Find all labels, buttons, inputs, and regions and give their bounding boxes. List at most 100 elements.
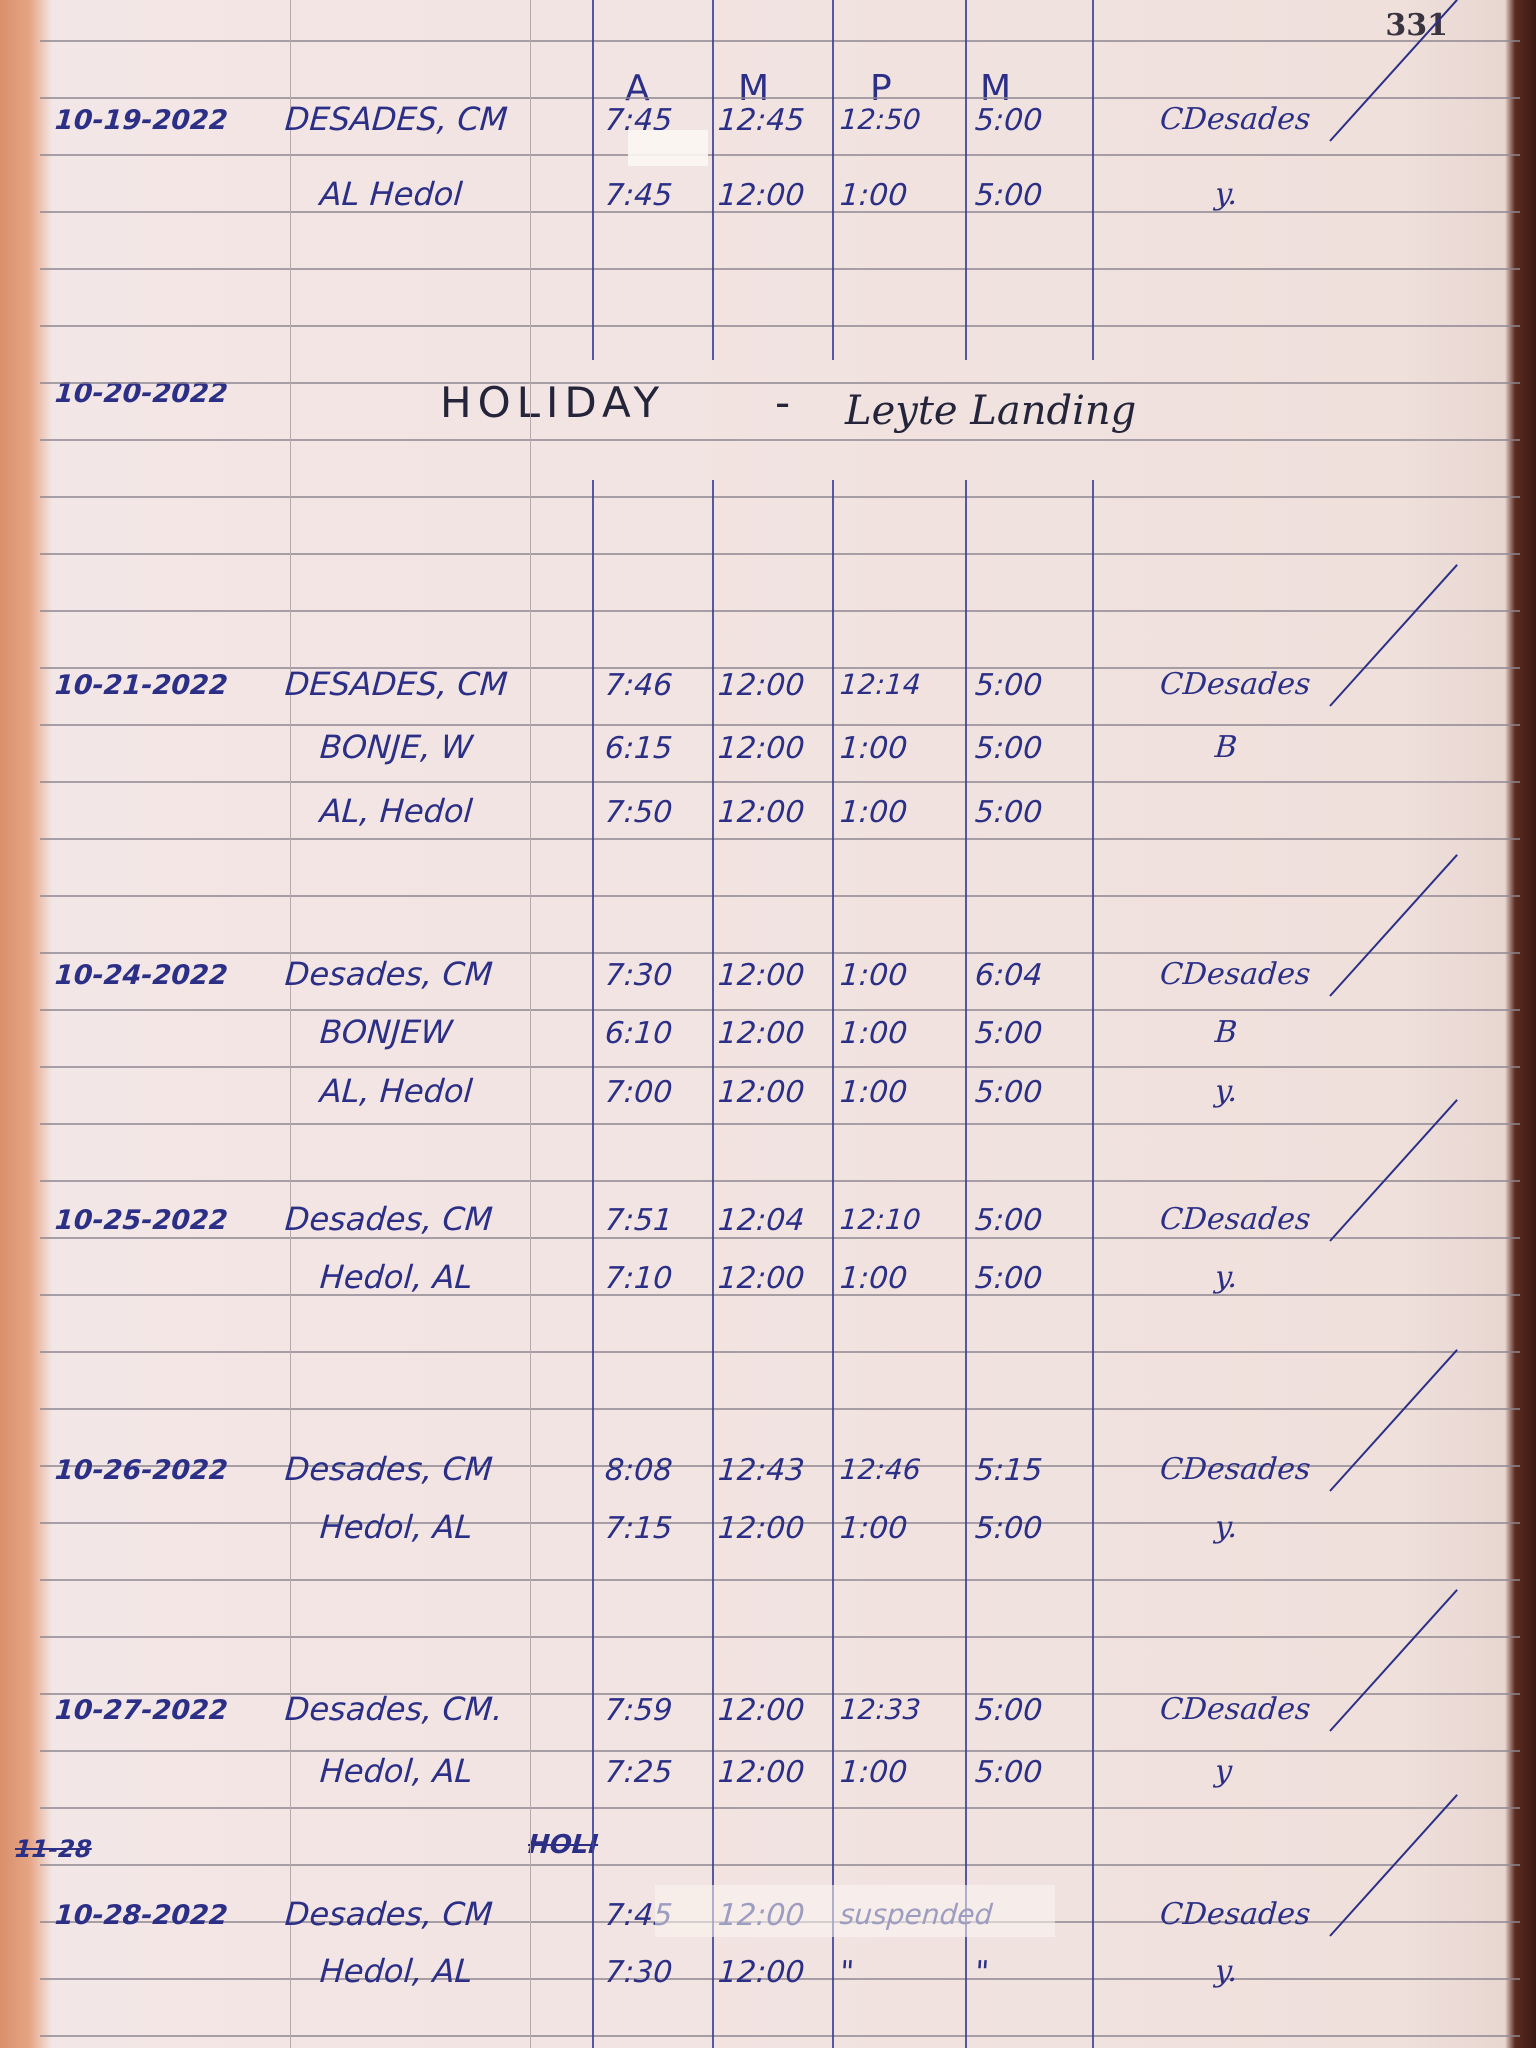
header-am-a: A [625,68,650,109]
entry-date: 10-21-2022 [53,670,229,701]
time-pm-out: 5:00 [973,1261,1044,1296]
time-pm-in: 1:00 [838,731,909,766]
ruled-line [40,610,1520,612]
ruled-line [40,838,1520,840]
signature: y [1213,1754,1234,1789]
column-divider [1092,480,1094,2048]
header-pm-m: M [980,68,1012,109]
time-pm-out: 5:15 [973,1453,1044,1488]
ruled-line [40,895,1520,897]
column-divider [592,0,594,360]
time-am-out: 12:00 [716,795,806,830]
correction-patch [628,130,708,166]
signature: CDesades [1158,957,1312,992]
time-am-in: 7:50 [603,795,674,830]
time-am-out: 12:00 [716,1075,806,1110]
header-am-m: M [738,68,770,109]
entry-date: 10-28-2022 [53,1900,229,1931]
employee-name: Desades, CM [283,1450,494,1488]
time-pm-in: 12:10 [838,1203,922,1236]
time-am-in: 6:10 [603,1016,674,1051]
time-am-out: 12:00 [716,1261,806,1296]
employee-name: Desades, CM [283,955,494,993]
signature: y. [1213,1510,1239,1545]
time-pm-out: 5:00 [973,1511,1044,1546]
column-divider [965,0,967,360]
employee-name: Desades, CM [283,1895,494,1933]
time-pm-in: 1:00 [838,958,909,993]
time-pm-out: 5:00 [973,178,1044,213]
time-am-out: 12:00 [716,1511,806,1546]
time-am-in: 7:25 [603,1755,674,1790]
time-am-in: 8:08 [603,1453,674,1488]
signature: CDesades [1158,1897,1312,1932]
time-pm-out: 5:00 [973,795,1044,830]
ruled-line [40,1978,1520,1980]
time-pm-in: 1:00 [838,1511,909,1546]
time-pm-in: 12:33 [838,1693,922,1726]
time-pm-in: 12:14 [838,668,922,701]
time-am-in: 6:15 [603,731,674,766]
column-divider [832,0,834,360]
ruled-line [40,1180,1520,1182]
employee-name: Hedol, AL [318,1952,474,1990]
time-pm-out: " [973,1955,991,1990]
holiday-dash: - [775,378,797,427]
time-am-out: 12:00 [716,958,806,993]
check-mark [1329,1349,1458,1492]
entry-date: 10-27-2022 [53,1695,229,1726]
time-pm-in: 1:00 [838,1261,909,1296]
ruled-line [40,1009,1520,1011]
check-mark [1329,564,1458,707]
time-am-in: 7:30 [603,958,674,993]
time-pm-out: 5:00 [973,731,1044,766]
employee-name: Hedol, AL [318,1508,474,1546]
time-pm-in: 1:00 [838,795,909,830]
time-pm-in: " [838,1955,856,1990]
employee-name: Desades, CM. [283,1690,505,1728]
ruled-line [40,496,1520,498]
holiday-occasion: Leyte Landing [845,388,1137,434]
ruled-line [40,1237,1520,1239]
crossed-out-date: 11-28 [14,1835,93,1863]
time-am-out: 12:00 [716,1693,806,1728]
ruled-line [40,1465,1520,1467]
time-am-out: 12:00 [716,1755,806,1790]
ruled-line [40,1693,1520,1695]
signature: CDesades [1158,667,1312,702]
time-am-out: 12:00 [716,178,806,213]
ruled-line [40,325,1520,327]
ruled-line [40,154,1520,156]
time-pm-out: 5:00 [973,1016,1044,1051]
time-pm-out: 5:00 [973,1203,1044,1238]
employee-name: Hedol, AL [318,1258,474,1296]
entry-date: 10-25-2022 [53,1205,229,1236]
check-mark [1329,854,1458,997]
time-am-out: 12:00 [716,668,806,703]
time-pm-out: 5:00 [973,1075,1044,1110]
signature: CDesades [1158,1202,1312,1237]
time-pm-in: 1:00 [838,1075,909,1110]
employee-name: DESADES, CM [283,665,509,703]
column-divider [592,480,594,2048]
correction-patch [655,1885,1055,1937]
entry-date: 10-19-2022 [53,105,229,136]
ruled-line [40,553,1520,555]
time-am-out: 12:04 [716,1203,806,1238]
time-am-in: 7:51 [603,1203,674,1238]
check-mark [1329,1589,1458,1732]
employee-name: BONJEW [318,1013,454,1051]
time-am-in: 7:59 [603,1693,674,1728]
signature: y. [1213,1260,1239,1295]
time-pm-in: 1:00 [838,1016,909,1051]
ruled-line [40,1579,1520,1581]
column-divider [712,0,714,360]
ruled-line [40,439,1520,441]
time-am-in: 7:15 [603,1511,674,1546]
signature: CDesades [1158,1452,1312,1487]
time-pm-in: 1:00 [838,1755,909,1790]
ruled-line [40,724,1520,726]
ruled-line [40,1408,1520,1410]
ruled-line [40,97,1520,99]
time-pm-out: 6:04 [973,958,1044,993]
